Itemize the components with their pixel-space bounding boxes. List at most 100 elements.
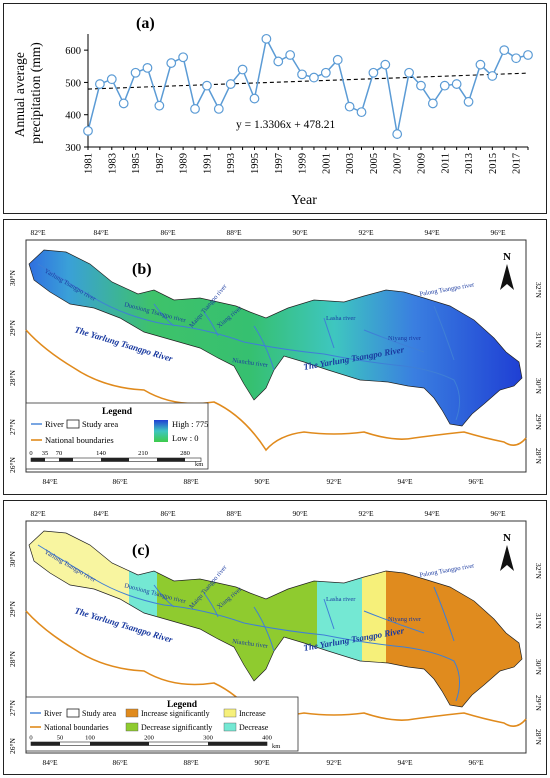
- lat-tick: 31°N: [534, 332, 543, 348]
- lon-tick: 88°E: [183, 758, 198, 767]
- scale-tick: 50: [57, 735, 64, 742]
- x-tick-label: 1999: [298, 153, 309, 174]
- scale-tick: 140: [96, 450, 106, 457]
- river-label: Niyang river: [388, 335, 422, 342]
- data-point: [451, 79, 462, 89]
- legend-high: High : 775: [172, 419, 208, 429]
- legend-low: Low : 0: [172, 433, 198, 443]
- lat-tick: 28°N: [534, 729, 543, 745]
- data-point: [439, 80, 450, 91]
- legend-national-boundaries: National boundaries: [45, 435, 114, 445]
- lon-tick: 82°E: [30, 228, 45, 237]
- lon-tick: 96°E: [490, 509, 505, 518]
- data-point: [427, 98, 438, 109]
- panel-b: 82°E 84°E 86°E 88°E 90°E 92°E 94°E 96°E …: [3, 219, 547, 495]
- lat-tick: 29°N: [534, 695, 543, 711]
- data-point: [380, 59, 391, 70]
- data-point: [344, 101, 355, 112]
- lat-tick: 30°N: [8, 550, 17, 566]
- lon-tick: 86°E: [112, 758, 127, 767]
- data-point: [487, 71, 498, 81]
- data-point: [368, 67, 379, 78]
- scale-tick: 0: [29, 735, 32, 742]
- scale-tick: 200: [144, 735, 154, 742]
- scale-unit: km: [195, 461, 203, 468]
- data-point: [142, 63, 153, 73]
- lon-tick: 88°E: [183, 477, 198, 486]
- x-tick-label: 1981: [84, 153, 95, 174]
- x-tick-label: 1997: [274, 153, 285, 174]
- data-point: [118, 98, 129, 109]
- data-point: [416, 80, 426, 91]
- series-line: [83, 33, 533, 139]
- x-tick-label: 2011: [440, 153, 451, 174]
- increase-swatch: [223, 708, 237, 718]
- panel-a-label: (a): [136, 15, 155, 32]
- basin-area: [28, 249, 523, 427]
- data-point: [202, 80, 212, 91]
- north-arrow-icon: N: [500, 251, 514, 290]
- data-point: [463, 96, 474, 107]
- scale-tick: 280: [180, 450, 190, 457]
- lon-tick: 90°E: [254, 758, 269, 767]
- legend-national-boundaries: National boundaries: [44, 723, 109, 732]
- data-point: [237, 64, 248, 75]
- lon-tick: 96°E: [490, 228, 505, 237]
- y-tick-label: 600: [65, 46, 81, 57]
- data-point: [213, 104, 224, 114]
- y-axis-label: Annual average precipitation (mm): [12, 42, 43, 144]
- data-point: [190, 104, 200, 114]
- increase-significantly-swatch: [125, 708, 139, 718]
- lon-tick: 94°E: [397, 758, 412, 767]
- data-point: [178, 52, 189, 63]
- panel-b-label: (b): [132, 261, 152, 278]
- lat-tick: 30°N: [8, 269, 17, 285]
- x-tick-label: 1993: [226, 153, 237, 174]
- precipitation-map: 82°E 84°E 86°E 88°E 90°E 92°E 94°E 96°E …: [8, 228, 543, 486]
- svg-text:N: N: [503, 532, 511, 544]
- lon-tick: 96°E: [468, 758, 483, 767]
- river-label: Lasha river: [326, 315, 356, 322]
- lon-tick: 88°E: [226, 228, 241, 237]
- lat-tick: 29°N: [8, 319, 17, 335]
- lat-tick: 28°N: [8, 369, 17, 385]
- lon-tick: 82°E: [30, 509, 45, 518]
- river-label: Palong Tsangpo river: [419, 562, 476, 579]
- data-point: [499, 45, 510, 56]
- data-point: [404, 67, 414, 78]
- legend-increase: Increase: [239, 709, 266, 718]
- lon-tick: 92°E: [358, 228, 373, 237]
- data-point: [475, 59, 486, 70]
- lon-tick: 90°E: [292, 228, 307, 237]
- data-point: [154, 100, 165, 111]
- lon-tick: 84°E: [93, 509, 108, 518]
- data-point: [523, 50, 533, 60]
- study-area-swatch: [66, 708, 80, 718]
- panel-a: (a) 300 400 500 600 1981 1983 1985 1987 1989 1991…: [3, 3, 547, 214]
- y-tick-label: 500: [65, 78, 81, 89]
- x-tick-label: 2003: [345, 153, 356, 174]
- y-tick-label: 400: [65, 111, 81, 122]
- data-point: [392, 129, 403, 139]
- river-label: Lasha river: [326, 596, 356, 603]
- data-point: [511, 53, 522, 64]
- study-area-swatch: [66, 419, 80, 429]
- lat-tick: 26°N: [8, 737, 17, 753]
- data-point: [166, 58, 177, 68]
- lon-tick: 84°E: [42, 758, 57, 767]
- lon-tick: 94°E: [424, 228, 439, 237]
- scale-tick: 70: [56, 450, 63, 457]
- lat-tick: 32°N: [534, 282, 543, 298]
- lat-tick: 29°N: [8, 600, 17, 616]
- trend-equation: y = 1.3306x + 478.21: [236, 119, 335, 131]
- scale-unit: km: [272, 743, 280, 750]
- lat-tick: 28°N: [8, 650, 17, 666]
- trend-line-path: [87, 72, 529, 90]
- river-label: Niyang river: [388, 616, 422, 623]
- x-tick-label: 1987: [155, 153, 166, 174]
- legend-river: River: [45, 419, 64, 429]
- x-tick-label: 2013: [464, 153, 475, 174]
- lat-tick: 27°N: [8, 418, 17, 434]
- x-tick-label: 2005: [369, 153, 380, 174]
- x-axis-label: Year: [291, 193, 317, 208]
